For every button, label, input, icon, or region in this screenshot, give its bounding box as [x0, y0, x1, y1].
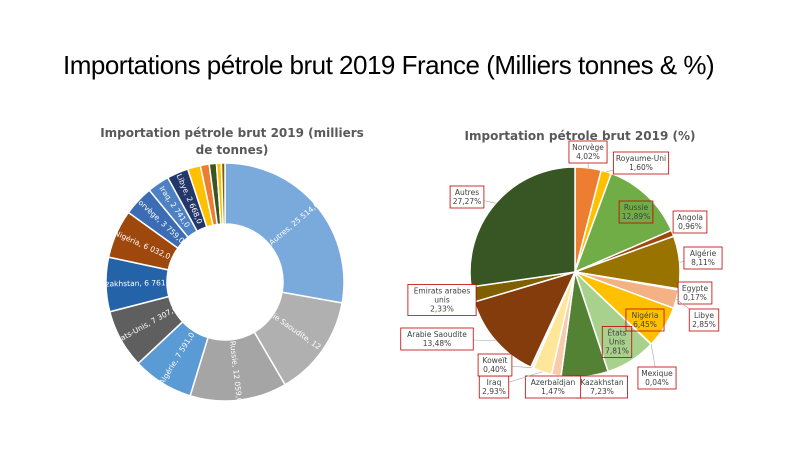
pie-label-iraq: Iraq 2,93% [482, 378, 506, 396]
pie-label-box-norvege [568, 140, 608, 164]
pie-label-box-azerbaidjan [524, 375, 582, 399]
pie-label-box-mexique [637, 366, 677, 390]
pie-label-kazakhstan: Kazakhstan 7,23% [580, 378, 623, 396]
pie-label-emirats-arabes-unis: Emirats arabes unis 2,33% [414, 287, 471, 314]
pie-label-libye: Libye 2,85% [692, 311, 716, 329]
donut-slice-autres [224, 162, 345, 304]
pie-label-box-koweit [477, 353, 513, 377]
pie-label-egypte: Egypte 0,17% [682, 284, 709, 302]
pie-chart-title: Importation pétrole brut 2019 (%) [464, 129, 696, 143]
pie-label-autres: Autres 27,27% [453, 188, 482, 206]
page-title: Importations pétrole brut 2019 France (M… [63, 50, 715, 80]
pie-label-etats-unis: États Unis 7,81% [605, 329, 629, 356]
donut-chart-title: Importation pétrole brut 2019 (milliers … [100, 126, 364, 157]
pie-label-royaume-uni: Royaume-Uni 1,60% [616, 154, 666, 172]
pie-label-box-russie [618, 200, 654, 224]
pie-label-russie: Russie 12,89% [622, 203, 651, 221]
pie-label-box-etats-unis [601, 326, 633, 358]
pie-chart: Norvège 4,02% Royaume-Uni 1,60% Russie 12,89%… [400, 140, 723, 399]
pie-label-box-algerie [683, 246, 723, 270]
pie-label-box-angola [672, 210, 708, 234]
pie-label-koweit: Koweït 0,40% [483, 356, 508, 374]
pie-slice-autres [469, 166, 576, 288]
pie-label-nigeria: Nigéria 6,45% [632, 311, 659, 329]
pie-label-algerie: Algérie 8,11% [690, 249, 717, 267]
pie-label-box-egypte [677, 281, 713, 305]
donut-label-kazakhstan: Kazakhstan, 6 761,0 [96, 278, 173, 289]
pie-label-angola: Angola 0,96% [677, 213, 703, 231]
donut-slice-slice-14 [220, 162, 226, 225]
pie-label-mexique: Mexique 0,04% [641, 369, 673, 387]
pie-label-norvege: Norvège 4,02% [572, 143, 604, 161]
pie-label-box-libye [688, 308, 720, 332]
pie-label-box-arabie-saoudite [400, 327, 474, 351]
pie-label-azerbaidjan: Azerbaïdjan 1,47% [531, 378, 576, 396]
pie-label-box-emirats-arabes-unis [407, 284, 477, 316]
pie-label-box-nigeria [625, 308, 665, 332]
pie-label-box-royaume-uni [612, 151, 670, 175]
pie-label-box-autres [449, 185, 485, 209]
pie-label-arabie-saoudite: Arabie Saoudite 13,48% [407, 330, 467, 348]
